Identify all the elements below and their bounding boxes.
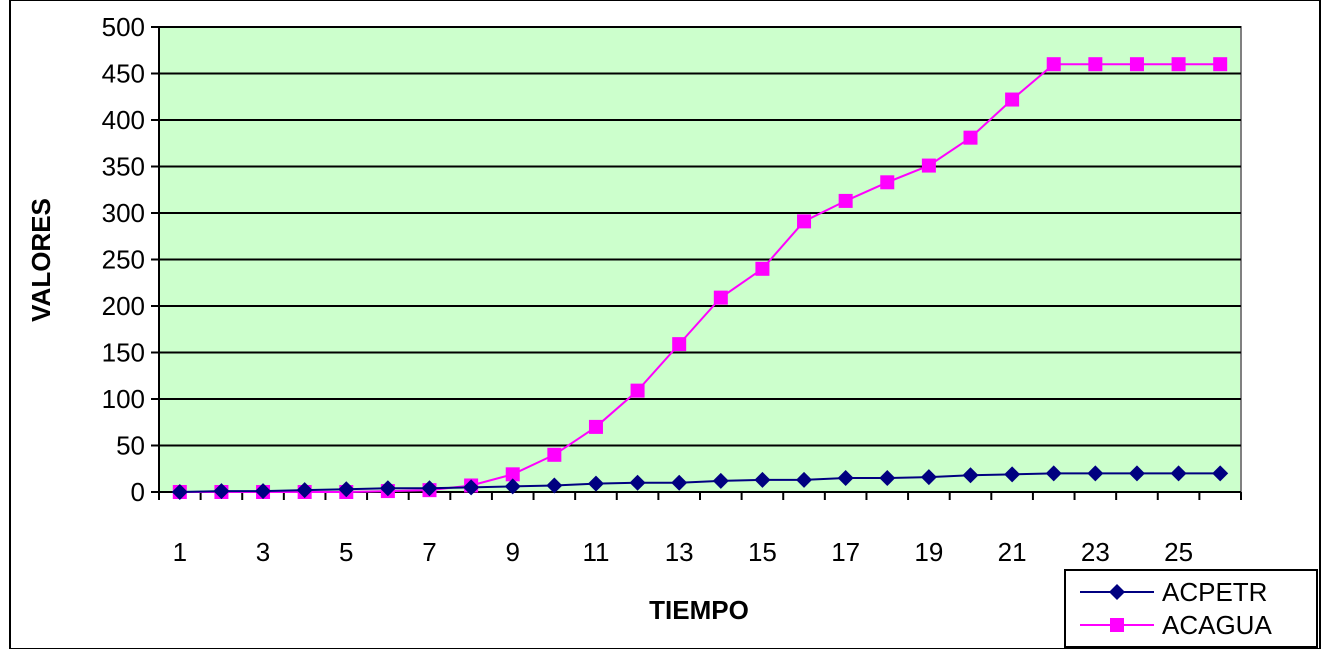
data-point-acpetr (1045, 465, 1062, 482)
data-point-acagua (588, 419, 603, 434)
legend-item-acpetr: ACPETR (1080, 577, 1267, 607)
x-tick-label: 7 (422, 537, 436, 567)
data-point-acagua (963, 130, 978, 145)
data-point-acpetr (1004, 466, 1021, 483)
x-tick-label: 19 (914, 537, 943, 567)
y-tick-label: 350 (102, 152, 145, 182)
data-point-acagua (1213, 57, 1228, 72)
gridlines (159, 26, 1241, 447)
data-point-acpetr (213, 483, 230, 500)
y-tick-label: 300 (102, 198, 145, 228)
data-point-acpetr (171, 484, 188, 500)
y-tick-label: 250 (102, 245, 145, 275)
y-tick-label: 150 (102, 338, 145, 368)
data-point-acagua (1005, 92, 1020, 107)
x-tick-label: 15 (748, 537, 777, 567)
data-point-acpetr (504, 478, 521, 495)
data-point-acagua (1171, 57, 1186, 72)
y-tick-label: 0 (131, 477, 145, 507)
x-tick-label: 9 (505, 537, 519, 567)
data-point-acpetr (338, 481, 355, 498)
data-point-acpetr (379, 480, 396, 497)
x-axis-title: TIEMPO (649, 595, 749, 625)
x-tick-label: 21 (998, 537, 1027, 567)
x-tick-label: 17 (831, 537, 860, 567)
data-point-acagua (672, 337, 687, 352)
data-point-acpetr (879, 470, 896, 487)
legend: ACPETR ACAGUA (1064, 569, 1318, 648)
x-tick-label: 25 (1164, 537, 1193, 567)
legend-box (1064, 569, 1318, 648)
data-point-acpetr (296, 482, 313, 499)
x-tick-label: 13 (665, 537, 694, 567)
y-axis-title: VALORES (26, 198, 56, 322)
data-point-acagua (1088, 57, 1103, 72)
legend-marker-acpetr (1109, 584, 1125, 600)
data-point-acagua (505, 467, 520, 482)
legend-label-acpetr: ACPETR (1162, 577, 1267, 607)
data-point-acpetr (671, 474, 688, 491)
legend-item-acagua: ACAGUA (1080, 610, 1272, 640)
data-point-acagua (1046, 57, 1061, 72)
x-tick-label: 1 (173, 537, 187, 567)
data-point-acagua (630, 383, 645, 398)
data-point-acagua (797, 214, 812, 229)
data-point-acpetr (629, 474, 646, 491)
data-point-acpetr (463, 479, 480, 496)
y-tick-label: 200 (102, 291, 145, 321)
data-point-acagua (838, 193, 853, 208)
data-point-acpetr (546, 477, 563, 494)
x-tick-label: 3 (256, 537, 270, 567)
data-point-acagua (921, 158, 936, 173)
data-point-acagua (713, 290, 728, 305)
data-point-acpetr (920, 469, 937, 486)
legend-marker-acagua (1110, 618, 1124, 632)
y-tick-label: 500 (102, 12, 145, 42)
data-point-acpetr (1087, 465, 1104, 482)
data-point-acpetr (1170, 465, 1187, 482)
y-tick-label: 100 (102, 384, 145, 414)
data-point-acpetr (712, 472, 729, 489)
data-point-acagua (755, 261, 770, 276)
data-point-acpetr (421, 480, 438, 497)
data-point-acpetr (962, 467, 979, 484)
data-point-acagua (547, 447, 562, 462)
data-point-acagua (880, 175, 895, 190)
data-point-acpetr (1212, 465, 1229, 482)
y-tick-label: 450 (102, 59, 145, 89)
y-tick-label: 50 (116, 431, 145, 461)
data-point-acpetr (255, 483, 272, 500)
x-tick-label: 5 (339, 537, 353, 567)
y-tick-label: 400 (102, 105, 145, 135)
legend-label-acagua: ACAGUA (1162, 610, 1272, 640)
series-layer (171, 57, 1229, 500)
data-point-acpetr (796, 471, 813, 488)
data-point-acpetr (837, 470, 854, 487)
data-point-acpetr (754, 471, 771, 488)
data-point-acpetr (587, 475, 604, 492)
x-tick-label: 23 (1081, 537, 1110, 567)
series-acpetr (171, 465, 1229, 500)
data-point-acagua (1129, 57, 1144, 72)
x-tick-label: 11 (582, 537, 609, 567)
data-point-acpetr (1128, 465, 1145, 482)
